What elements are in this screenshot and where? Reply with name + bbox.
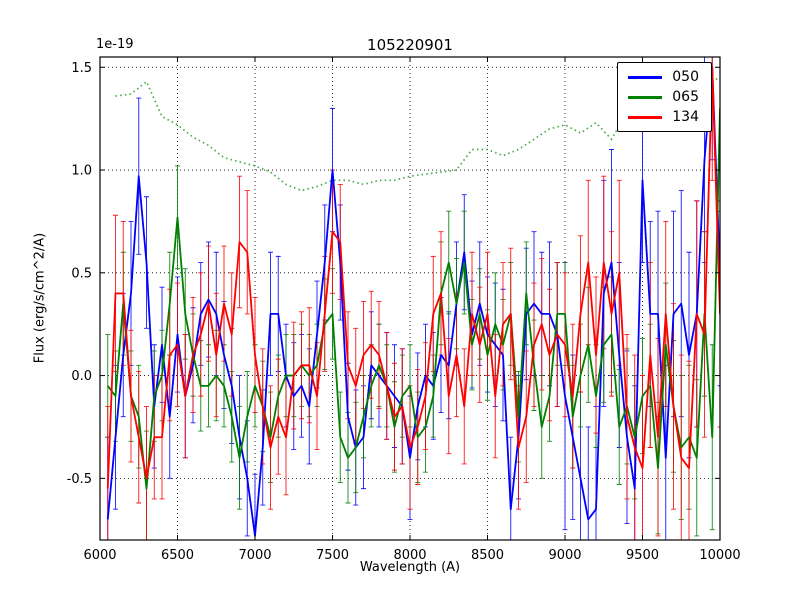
legend: 050 065 134 — [617, 62, 712, 132]
legend-line-sample-red — [628, 115, 663, 119]
y-axis-offset-text: 1e-19 — [96, 37, 134, 52]
legend-label: 134 — [672, 109, 699, 125]
svg-text:0.5: 0.5 — [71, 266, 92, 281]
svg-text:1.5: 1.5 — [71, 61, 92, 76]
svg-text:9500: 9500 — [626, 548, 659, 563]
x-axis-label: Wavelength (A) — [359, 560, 461, 575]
legend-item-134: 134 — [628, 110, 699, 124]
legend-line-sample-green — [628, 95, 663, 99]
legend-label: 065 — [672, 89, 699, 105]
svg-text:10000: 10000 — [699, 548, 740, 563]
svg-text:8000: 8000 — [393, 548, 426, 563]
svg-text:7500: 7500 — [316, 548, 349, 563]
legend-label: 050 — [672, 69, 699, 85]
figure-title: 105220901 — [367, 36, 453, 54]
legend-item-050: 050 — [628, 70, 699, 84]
legend-item-065: 065 — [628, 90, 699, 104]
svg-text:-0.5: -0.5 — [67, 472, 92, 487]
svg-text:6000: 6000 — [83, 548, 116, 563]
svg-text:8500: 8500 — [471, 548, 504, 563]
svg-text:9000: 9000 — [548, 548, 581, 563]
svg-text:0.0: 0.0 — [71, 369, 92, 384]
y-axis-label: Flux (erg/s/cm^2/A) — [32, 232, 48, 364]
svg-text:7000: 7000 — [238, 548, 271, 563]
svg-text:1.0: 1.0 — [71, 164, 92, 179]
svg-text:6500: 6500 — [161, 548, 194, 563]
legend-line-sample-blue — [628, 75, 663, 79]
